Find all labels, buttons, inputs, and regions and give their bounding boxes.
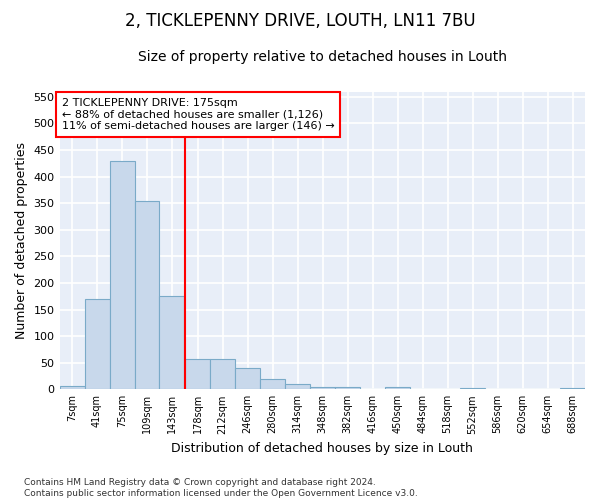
Bar (285, 384, 310, 390)
Bar (185, 359, 210, 390)
Bar (560, 388, 585, 390)
Bar (134, 200, 160, 390)
Bar (85, 299, 110, 390)
Bar (310, 386, 335, 390)
Bar (235, 368, 260, 390)
Y-axis label: Number of detached properties: Number of detached properties (15, 142, 28, 339)
Bar (210, 359, 235, 390)
Title: Size of property relative to detached houses in Louth: Size of property relative to detached ho… (138, 50, 507, 64)
Bar (385, 387, 410, 390)
Text: 2, TICKLEPENNY DRIVE, LOUTH, LN11 7BU: 2, TICKLEPENNY DRIVE, LOUTH, LN11 7BU (125, 12, 475, 30)
Bar (160, 296, 184, 390)
Text: 2 TICKLEPENNY DRIVE: 175sqm
← 88% of detached houses are smaller (1,126)
11% of : 2 TICKLEPENNY DRIVE: 175sqm ← 88% of det… (62, 98, 334, 131)
Text: Contains HM Land Registry data © Crown copyright and database right 2024.
Contai: Contains HM Land Registry data © Crown c… (24, 478, 418, 498)
Bar (260, 378, 285, 390)
Bar (460, 388, 485, 390)
Bar (335, 387, 360, 390)
Bar (110, 160, 134, 390)
X-axis label: Distribution of detached houses by size in Louth: Distribution of detached houses by size … (172, 442, 473, 455)
Bar (59, 386, 85, 390)
